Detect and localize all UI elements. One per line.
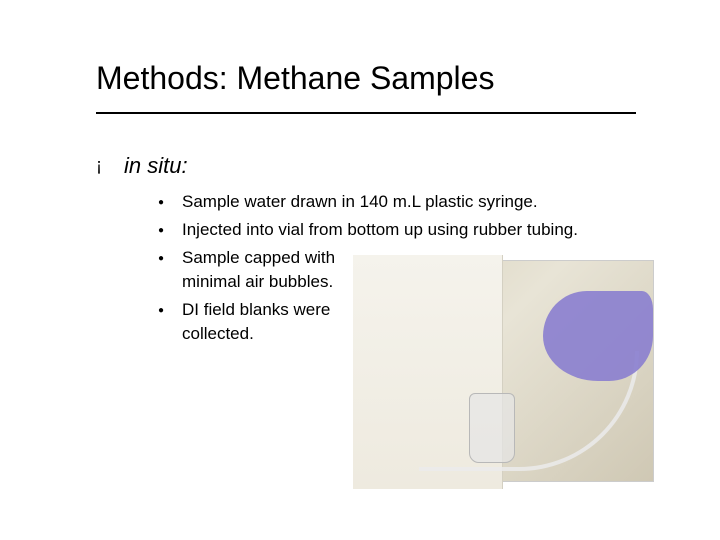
- bullet-level1: ¡ in situ:: [96, 152, 656, 180]
- level2-text: Sample capped with minimal air bubbles.: [182, 246, 372, 294]
- bullet-level2: ● Injected into vial from bottom up usin…: [158, 218, 656, 242]
- filled-dot-bullet-icon: ●: [158, 298, 182, 322]
- slide-title: Methods: Methane Samples: [96, 60, 656, 97]
- gloved-hand-shape: [543, 291, 653, 381]
- filled-dot-bullet-icon: ●: [158, 218, 182, 242]
- bullet-level2: ● Sample water drawn in 140 m.L plastic …: [158, 190, 656, 214]
- sample-photo: [358, 260, 654, 482]
- level1-text: in situ:: [124, 152, 188, 180]
- title-wrap: Methods: Methane Samples: [96, 60, 656, 97]
- slide: Methods: Methane Samples ¡ in situ: ● Sa…: [0, 0, 720, 540]
- filled-dot-bullet-icon: ●: [158, 190, 182, 214]
- open-circle-bullet-icon: ¡: [96, 152, 124, 178]
- photo-illustration: [359, 261, 653, 481]
- level2-text: Sample water drawn in 140 m.L plastic sy…: [182, 190, 538, 214]
- title-underline: [96, 112, 636, 114]
- vial-shape: [469, 393, 515, 463]
- filled-dot-bullet-icon: ●: [158, 246, 182, 270]
- level2-text: DI field blanks were collected.: [182, 298, 372, 346]
- level2-text: Injected into vial from bottom up using …: [182, 218, 578, 242]
